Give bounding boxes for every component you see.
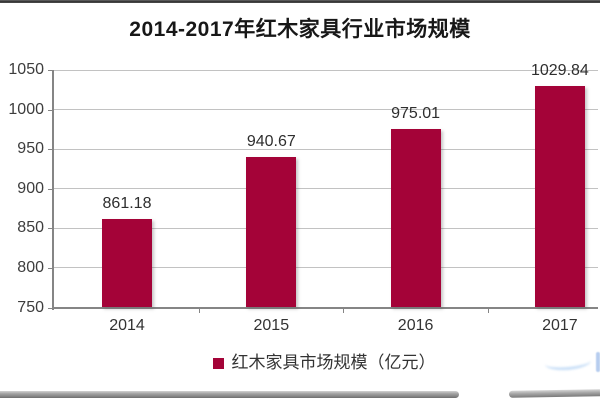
y-axis-label-1000: 1000 — [8, 100, 44, 118]
y-axis-tick-1000 — [48, 109, 53, 111]
x-axis-label-2015: 2015 — [253, 316, 290, 334]
value-label-2017: 1029.84 — [530, 61, 589, 79]
bar-2014 — [102, 219, 152, 308]
x-axis-line — [53, 307, 598, 309]
legend: 红木家具市场规模（亿元） — [24, 352, 600, 374]
y-axis-tick-900 — [48, 188, 53, 190]
gridline-950 — [53, 148, 598, 150]
value-label-2014: 861.18 — [102, 195, 152, 213]
chart-title: 2014-2017年红木家具行业市场规模 — [129, 18, 471, 41]
bottom-edge-left — [0, 391, 459, 398]
gridline-1050 — [53, 69, 598, 71]
gridline-1000 — [53, 109, 598, 111]
x-axis-label-2014: 2014 — [109, 316, 145, 334]
legend-swatch-icon — [212, 357, 224, 369]
y-axis-label-950: 950 — [17, 140, 44, 158]
value-label-2016: 975.01 — [391, 105, 441, 123]
gridline-900 — [53, 188, 598, 190]
x-axis-label-2017: 2017 — [542, 316, 578, 334]
x-axis-tick-2 — [343, 307, 345, 313]
gridline-850 — [53, 227, 598, 229]
x-axis-label-2016: 2016 — [397, 316, 434, 334]
y-axis-tick-750 — [48, 307, 53, 309]
bar-2017 — [534, 85, 585, 308]
y-axis-label-750: 750 — [17, 298, 44, 316]
gridline-800 — [53, 267, 598, 269]
y-axis-tick-800 — [48, 267, 53, 269]
top-window-edge — [0, 0, 600, 3]
y-axis-label-1050: 1050 — [8, 61, 44, 78]
x-axis-tick-1 — [199, 307, 201, 313]
y-axis-tick-850 — [48, 228, 53, 230]
legend-label: 红木家具市场规模（亿元） — [231, 353, 436, 372]
y-axis-tick-950 — [48, 149, 53, 151]
bar-2015 — [246, 156, 297, 308]
y-axis-line — [52, 70, 54, 310]
y-axis-label-800: 800 — [17, 258, 44, 276]
value-label-2015: 940.67 — [246, 132, 296, 150]
y-axis-label-900: 900 — [17, 179, 44, 197]
y-axis-label-850: 850 — [17, 219, 44, 237]
bar-2016 — [390, 129, 441, 308]
y-axis-tick-1050 — [48, 70, 53, 71]
watermark-fragment — [596, 352, 600, 372]
x-axis-tick-3 — [487, 307, 489, 313]
